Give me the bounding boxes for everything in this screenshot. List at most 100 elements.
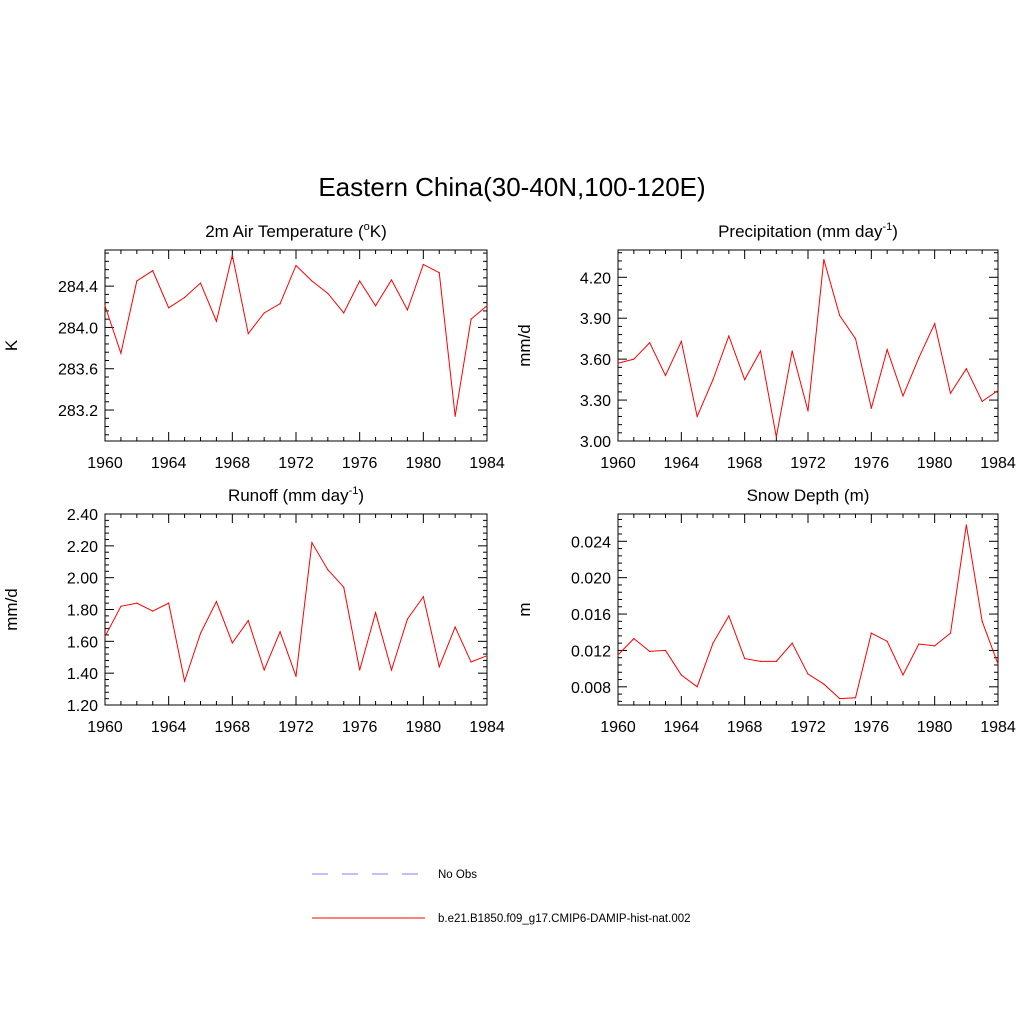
y-tick-label: 283.2 [58, 403, 98, 420]
y-tick-label: 0.016 [571, 607, 611, 624]
x-tick-label: 1976 [342, 455, 378, 472]
y-axis-label: m [515, 602, 534, 616]
data-point [981, 400, 983, 403]
data-point [680, 340, 682, 343]
data-point [168, 307, 170, 309]
data-point [470, 318, 472, 320]
data-point [775, 660, 777, 662]
x-tick-label: 1964 [664, 455, 700, 472]
panel-title: Snow Depth (m) [747, 486, 870, 505]
y-tick-label: 1.40 [67, 666, 98, 683]
chart-panel-snow-depth: Snow Depth (m) 1960 1964 1968 1972 1976 1980 19… [515, 486, 1016, 736]
data-point [199, 632, 202, 634]
data-point [870, 632, 872, 634]
data-point [438, 272, 440, 274]
x-tick-label: 1972 [278, 719, 314, 736]
data-point [215, 600, 218, 603]
data-point [422, 263, 424, 266]
data-point [870, 407, 872, 409]
data-point [696, 415, 698, 418]
data-point [934, 645, 936, 647]
x-tick-label: 1968 [727, 455, 763, 472]
data-point [791, 642, 793, 644]
data-point [680, 674, 682, 676]
x-tick-label: 1960 [87, 719, 123, 736]
chart-panels: 2m Air Temperature (oK)1960 1964 1968 1972 1… [2, 221, 1016, 736]
data-point [486, 305, 488, 307]
x-tick-label: 1960 [600, 455, 636, 472]
data-point [728, 335, 730, 337]
x-tick-label: 1984 [980, 719, 1016, 736]
panel-title-main: Snow Depth (m) [747, 486, 870, 505]
panel-title-main: Precipitation (mm day [718, 222, 883, 241]
data-point [390, 279, 393, 281]
data-point [965, 524, 967, 526]
data-point [215, 320, 218, 322]
y-tick-label: 2.40 [67, 507, 98, 524]
data-point [886, 640, 888, 642]
data-point [744, 379, 746, 381]
chart-panel-precipitation: Precipitation (mm day-1) 1960 1964 1968 1972… [515, 221, 1016, 472]
data-point [263, 669, 265, 671]
y-axis-label: mm/d [515, 324, 534, 367]
data-point [136, 280, 138, 282]
y-tick-label: 283.6 [58, 362, 98, 379]
data-point [136, 602, 138, 604]
x-tick-label: 1980 [406, 455, 442, 472]
y-tick-label: 2.00 [67, 571, 98, 588]
x-tick-label: 1964 [151, 719, 187, 736]
y-tick-label: 0.024 [571, 534, 611, 551]
data-point [981, 620, 983, 622]
data-point [775, 436, 777, 438]
x-tick-label: 1980 [406, 719, 442, 736]
data-point [263, 312, 265, 314]
data-point [664, 649, 667, 652]
data-point [152, 270, 154, 272]
data-point [997, 389, 999, 392]
y-tick-label: 1.60 [67, 634, 98, 651]
data-point [918, 357, 920, 359]
data-point [902, 674, 904, 676]
x-tick-label: 1964 [664, 719, 700, 736]
x-tick-label: 1984 [980, 455, 1016, 472]
x-tick-label: 1972 [790, 719, 826, 736]
data-point [359, 280, 361, 282]
data-point [744, 658, 746, 660]
data-point [343, 586, 345, 588]
y-tick-label: 0.020 [571, 571, 611, 588]
data-point [390, 669, 393, 671]
chart-panel-air-temperature: 2m Air Temperature (oK) 1960 1964 1968 1972 1… [2, 221, 505, 472]
data-point [649, 342, 651, 344]
figure-title: Eastern China(30-40N,100-120E) [318, 172, 705, 202]
y-tick-label: 2.20 [67, 539, 98, 556]
data-point [183, 680, 186, 682]
data-point [359, 669, 361, 671]
chart-panel-runoff: Runoff (mm day-1) 1960 1964 1968 1972 1976 198… [2, 485, 505, 736]
data-point [327, 569, 329, 571]
panel-title-main: 2m Air Temperature ( [205, 222, 364, 241]
y-tick-label: 0.008 [571, 680, 611, 697]
y-tick-label: 4.20 [580, 270, 611, 287]
data-point [839, 314, 841, 317]
y-axis-label: mm/d [2, 588, 21, 631]
y-tick-label: 3.60 [580, 352, 611, 369]
data-point [934, 323, 936, 325]
data-point [633, 358, 635, 360]
data-point [633, 638, 635, 640]
x-tick-label: 1960 [87, 455, 123, 472]
panel-title-superscript: o [364, 221, 370, 233]
x-tick-label: 1976 [854, 455, 890, 472]
data-point [311, 542, 313, 544]
data-point [327, 292, 329, 294]
y-axis-label: K [2, 339, 21, 351]
x-tick-label: 1976 [342, 719, 378, 736]
legend-label-model: b.e21.B1850.f09_g17.CMIP6-DAMIP-hist-nat… [438, 913, 691, 925]
panel-title-superscript: -1 [882, 221, 892, 233]
data-point [279, 631, 281, 633]
data-point [183, 296, 186, 299]
y-tick-label: 1.20 [67, 698, 98, 715]
data-point [104, 635, 106, 638]
y-tick-label: 3.90 [580, 311, 611, 328]
data-point [104, 305, 106, 307]
data-point [406, 618, 409, 620]
